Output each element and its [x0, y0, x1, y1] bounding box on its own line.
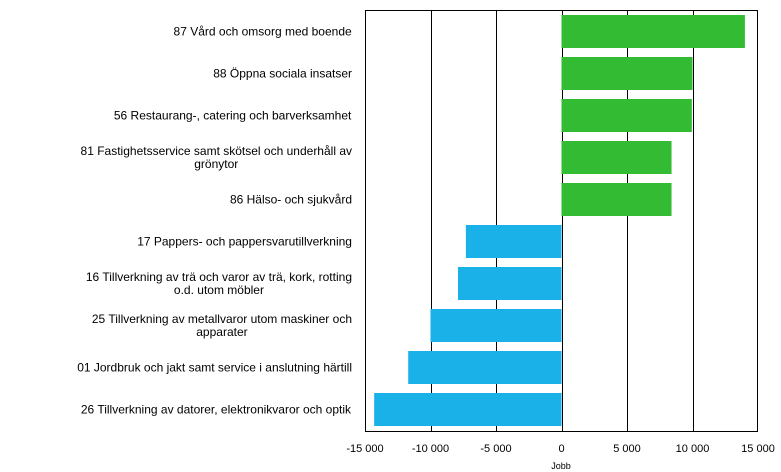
bar: [561, 141, 672, 174]
bar: [465, 225, 562, 258]
bar: [561, 15, 745, 48]
category-label: 87 Vård och omsorg med boende: [174, 25, 352, 39]
x-tick-label: 0: [558, 443, 564, 455]
category-label: 86 Hälso- och sjukvård: [230, 193, 352, 207]
category-label: 56 Restaurang-, catering och barverksamh…: [114, 109, 352, 123]
plot-border: [365, 10, 758, 432]
category-label: 88 Öppna sociala insatser: [213, 67, 352, 81]
x-tick-label: 15 000: [741, 443, 775, 455]
bar: [458, 267, 562, 300]
category-label: 01 Jordbruk och jakt samt service i ansl…: [77, 361, 352, 375]
x-tick-label: -10 000: [412, 443, 449, 455]
bar: [374, 393, 562, 426]
category-label: 17 Pappers- och pappersvarutillverkning: [137, 235, 352, 249]
x-tick-label: 10 000: [676, 443, 710, 455]
x-tick-label: -5 000: [480, 443, 511, 455]
x-tick-label: -15 000: [346, 443, 383, 455]
plot-frame: [365, 10, 758, 432]
bar: [561, 57, 693, 90]
bar: [561, 183, 672, 216]
x-axis-title: Jobb: [551, 461, 571, 471]
bar: [408, 351, 562, 384]
category-label: 16 Tillverkning av trä och varor av trä,…: [86, 270, 352, 297]
category-label: 26 Tillverkning av datorer, elektronikva…: [81, 403, 352, 417]
bar: [430, 309, 562, 342]
x-tick-labels: -15 000 -10 000 -5 000 0 5 000 10 000 15 000: [346, 443, 774, 455]
category-label: 81 Fastighetsservice samt skötsel och un…: [81, 144, 352, 171]
category-label: 25 Tillverkning av metallvaror utom mask…: [92, 312, 352, 339]
bar: [561, 99, 692, 132]
bars: [374, 15, 745, 426]
category-labels: 87 Vård och omsorg med boende 88 Öppna so…: [77, 25, 352, 417]
x-tick-label: 5 000: [613, 443, 641, 455]
